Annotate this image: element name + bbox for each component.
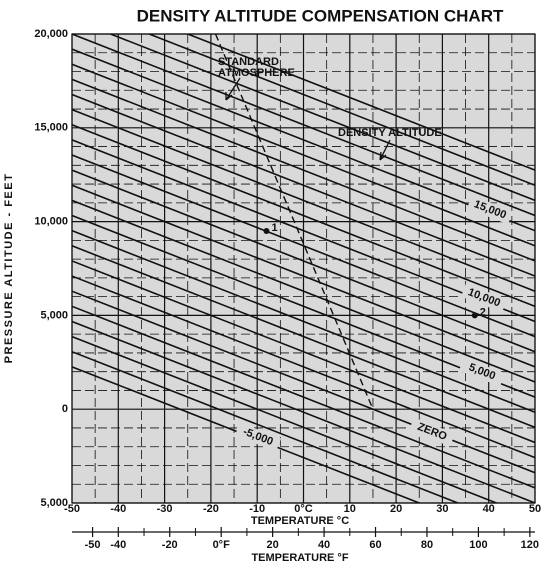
x-axis-label: TEMPERATURE °C bbox=[251, 515, 349, 527]
label-backing bbox=[234, 422, 282, 452]
x-tick-label: -30 bbox=[157, 503, 173, 515]
density-altitude-line bbox=[72, 290, 535, 474]
density-altitude-label: DENSITY ALTITUDE bbox=[338, 127, 442, 139]
x2-tick-label: -40 bbox=[110, 539, 126, 551]
annotation-line: STANDARD bbox=[218, 56, 279, 68]
density-altitude-line bbox=[72, 63, 535, 247]
density-altitude-line bbox=[72, 229, 535, 413]
density-altitude-line bbox=[72, 108, 535, 292]
y-axis-label: PRESSURE ALTITUDE - FEET bbox=[3, 173, 15, 364]
x-tick-label: -10 bbox=[249, 503, 265, 515]
data-point bbox=[263, 227, 270, 234]
density-altitude-line bbox=[72, 184, 535, 368]
x2-tick-label: 100 bbox=[469, 539, 487, 551]
x2-tick-label: 80 bbox=[421, 539, 433, 551]
label-backing bbox=[458, 357, 506, 387]
point-label: 1 bbox=[271, 222, 277, 234]
standard-atmosphere-label: STANDARD ATMOSPHERE bbox=[218, 56, 295, 79]
label-backing bbox=[460, 283, 508, 313]
x-tick-label: 10 bbox=[344, 503, 356, 515]
density-altitude-line bbox=[72, 305, 535, 489]
y-tick-label: 0 bbox=[62, 403, 68, 415]
x-tick-label: 0°C bbox=[294, 503, 313, 515]
density-altitude-line bbox=[72, 154, 535, 338]
density-altitude-line bbox=[72, 78, 535, 262]
density-altitude-line bbox=[72, 124, 535, 308]
y-tick-label: 15,000 bbox=[34, 122, 68, 134]
density-altitude-line bbox=[72, 335, 499, 503]
label-backing bbox=[466, 195, 514, 225]
density-altitude-line bbox=[72, 260, 535, 444]
x2-tick-label: 0°F bbox=[213, 539, 231, 551]
data-point bbox=[471, 312, 478, 319]
x2-tick-label: -50 bbox=[85, 539, 101, 551]
x2-tick-label: 120 bbox=[521, 539, 539, 551]
x-tick-label: 50 bbox=[529, 503, 541, 515]
density-altitude-line bbox=[108, 34, 535, 202]
density-altitude-line bbox=[72, 350, 461, 503]
plot-lines bbox=[72, 34, 535, 503]
density-altitude-line bbox=[72, 275, 535, 459]
x-tick-label: -40 bbox=[110, 503, 126, 515]
y-tick-label: 5,000 bbox=[40, 497, 68, 509]
density-altitude-line bbox=[146, 34, 535, 187]
plot-frame bbox=[71, 33, 536, 504]
point-label: 2 bbox=[480, 306, 486, 318]
x2-tick-label: 40 bbox=[318, 539, 330, 551]
density-altitude-line bbox=[72, 366, 422, 503]
standard-atmosphere-line bbox=[214, 34, 374, 410]
x2-tick-label: -20 bbox=[162, 539, 178, 551]
density-altitude-line bbox=[72, 48, 535, 232]
y-tick-label: 20,000 bbox=[34, 28, 68, 40]
label-backing bbox=[408, 417, 456, 447]
density-altitude-line bbox=[185, 34, 535, 171]
x2-axis-label: TEMPERATURE °F bbox=[251, 552, 348, 564]
x-tick-label: 20 bbox=[390, 503, 402, 515]
annotation-arrow bbox=[225, 77, 241, 101]
x-tick-label: -50 bbox=[64, 503, 80, 515]
annotation-arrow bbox=[379, 139, 391, 161]
x2-tick-label: 20 bbox=[267, 539, 279, 551]
y-tick-label: 5,000 bbox=[40, 309, 68, 321]
density-altitude-line bbox=[72, 214, 535, 398]
x-tick-label: 30 bbox=[436, 503, 448, 515]
density-altitude-line bbox=[72, 93, 535, 277]
density-altitude-line bbox=[72, 199, 535, 383]
chart-title: DENSITY ALTITUDE COMPENSATION CHART bbox=[137, 6, 504, 25]
annotation-line: ATMOSPHERE bbox=[218, 67, 295, 79]
x2-tick-label: 60 bbox=[369, 539, 381, 551]
x-tick-label: 40 bbox=[483, 503, 495, 515]
x-tick-label: -20 bbox=[203, 503, 219, 515]
density-altitude-line bbox=[72, 245, 535, 429]
density-altitude-line bbox=[72, 320, 535, 503]
y-tick-label: 10,000 bbox=[34, 216, 68, 228]
density-altitude-line bbox=[72, 169, 535, 353]
density-altitude-line bbox=[72, 34, 535, 217]
density-altitude-line bbox=[72, 139, 535, 323]
